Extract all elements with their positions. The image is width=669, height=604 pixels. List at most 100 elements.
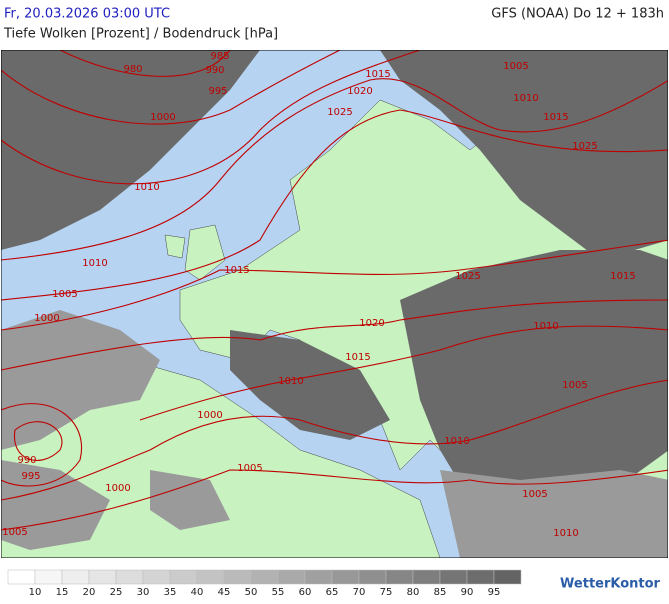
isobar-label: 1000 — [150, 112, 175, 123]
legend-label: 25 — [110, 587, 123, 598]
isobar-labels: 985 990 980 995 1000 1010 1015 1020 1025 1005 1010… — [2, 51, 635, 539]
isobar — [1, 379, 668, 501]
legend-swatch — [412, 569, 441, 585]
legend-swatch — [250, 569, 279, 585]
legend-label: 75 — [380, 587, 393, 598]
isobar — [139, 325, 668, 421]
isobar-label: 1000 — [197, 410, 222, 421]
isobar-label: 980 — [123, 64, 142, 75]
isobar — [1, 239, 668, 331]
legend-swatch — [61, 569, 90, 585]
isobar-label: 1010 — [553, 528, 578, 539]
legend-swatch — [223, 569, 252, 585]
legend-label: 70 — [353, 587, 366, 598]
isobar-label: 1020 — [359, 318, 384, 329]
legend-swatch — [385, 569, 414, 585]
isobar-label: 1000 — [34, 313, 59, 324]
isobar — [1, 403, 82, 487]
legend-label: 40 — [191, 587, 204, 598]
legend-label: 10 — [29, 587, 42, 598]
clouds — [440, 470, 668, 558]
isobar-label: 1015 — [224, 265, 249, 276]
isobar-label: 1015 — [345, 352, 370, 363]
isobar-label: 1005 — [52, 289, 77, 300]
isobar-label: 1015 — [365, 69, 390, 80]
clouds — [380, 50, 668, 260]
legend-swatch — [331, 569, 360, 585]
isobar-label: 1015 — [543, 112, 568, 123]
isobar — [1, 78, 668, 261]
isobar — [1, 299, 668, 371]
legend-swatch — [142, 569, 171, 585]
legend-label: 60 — [299, 587, 312, 598]
legend-label: 50 — [245, 587, 258, 598]
clouds — [1, 310, 160, 450]
legend: 10 15 20 25 30 35 40 45 50 55 60 65 70 75 80 85 90 95 — [7, 569, 522, 598]
legend-swatch — [7, 569, 36, 585]
legend-label: 15 — [56, 587, 69, 598]
legend-label: 35 — [164, 587, 177, 598]
subtitle: Tiefe Wolken [Prozent] / Bodendruck [hPa… — [3, 27, 278, 42]
isobar-label: 1005 — [2, 527, 27, 538]
legend-swatch — [493, 569, 522, 585]
legend-swatch — [88, 569, 117, 585]
isobar — [1, 109, 668, 301]
isobar — [13, 421, 63, 461]
logo: WetterKontor — [560, 577, 661, 592]
legend-label: 95 — [488, 587, 501, 598]
isobar — [1, 469, 668, 531]
isobar-label: 995 — [208, 86, 227, 97]
isobar-label: 1020 — [347, 86, 372, 97]
isobar-label: 1015 — [610, 271, 635, 282]
isobar-label: 1025 — [455, 271, 480, 282]
valid-time: Fr, 20.03.2026 03:00 UTC — [4, 7, 170, 22]
clouds — [1, 50, 260, 250]
land — [164, 234, 186, 259]
legend-swatch — [439, 569, 468, 585]
legend-swatch — [277, 569, 306, 585]
isobar-label: 1010 — [134, 182, 159, 193]
legend-label: 55 — [272, 587, 285, 598]
clouds — [400, 250, 668, 520]
legend-swatch — [466, 569, 495, 585]
map — [1, 50, 668, 558]
isobar-label: 990 — [17, 455, 36, 466]
legend-label: 80 — [407, 587, 420, 598]
legend-swatch — [304, 569, 333, 585]
isobar-label: 1025 — [572, 141, 597, 152]
legend-swatch — [115, 569, 144, 585]
legend-label: 90 — [461, 587, 474, 598]
isobar-label: 1010 — [513, 93, 538, 104]
isobar-label: 1005 — [562, 380, 587, 391]
isobar-label: 1005 — [503, 61, 528, 72]
isobar-label: 1010 — [278, 376, 303, 387]
legend-label: 45 — [218, 587, 231, 598]
isobar — [59, 50, 231, 77]
isobar-label: 1010 — [82, 258, 107, 269]
clouds — [150, 470, 230, 530]
isobar-label: 995 — [21, 471, 40, 482]
isobar-label: 985 — [210, 51, 229, 62]
legend-label: 85 — [434, 587, 447, 598]
isobar — [1, 50, 421, 185]
legend-swatch — [34, 569, 63, 585]
clouds — [230, 330, 390, 440]
legend-swatch — [358, 569, 387, 585]
isobar-label: 1025 — [327, 107, 352, 118]
isobar-label: 1005 — [237, 463, 262, 474]
isobar-label: 1000 — [105, 483, 130, 494]
clouds — [1, 460, 110, 550]
legend-label: 30 — [137, 587, 150, 598]
isobar-label: 990 — [205, 65, 224, 76]
model-run: GFS (NOAA) Do 12 + 183h — [491, 7, 664, 22]
land — [184, 224, 226, 281]
legend-swatch — [196, 569, 225, 585]
isobar-label: 1005 — [522, 489, 547, 500]
isobar-label: 1010 — [444, 436, 469, 447]
legend-swatch — [169, 569, 198, 585]
legend-label: 20 — [83, 587, 96, 598]
legend-label: 65 — [326, 587, 339, 598]
isobar-label: 1010 — [533, 321, 558, 332]
isobar — [1, 50, 341, 125]
